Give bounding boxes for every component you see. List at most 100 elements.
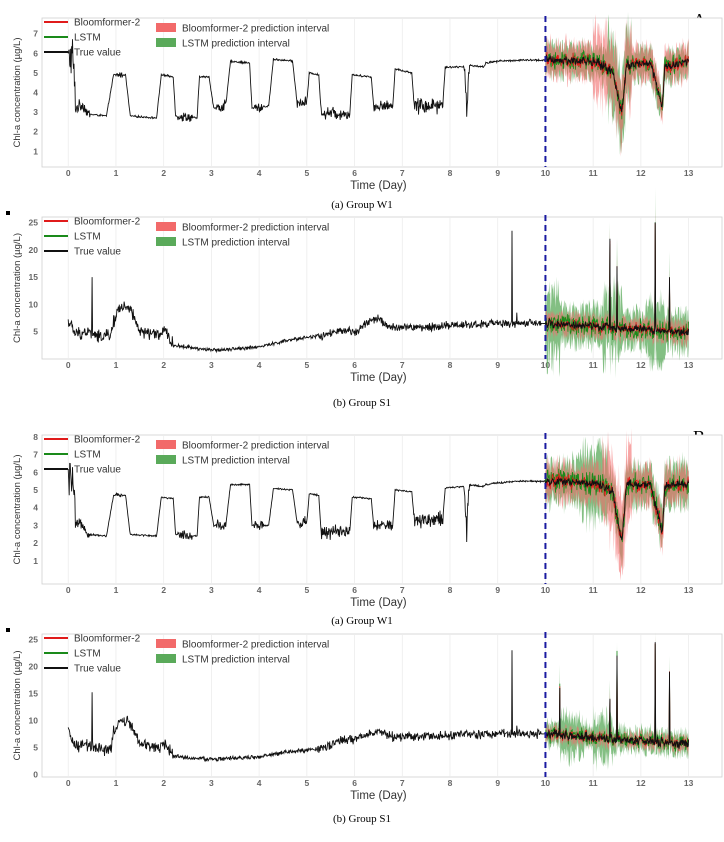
legend-swatch-band xyxy=(156,23,176,32)
y-axis-label: Chl-a concentration (µg/L) xyxy=(12,454,23,564)
x-tick-label: 13 xyxy=(684,360,694,370)
x-tick-label: 6 xyxy=(352,360,357,370)
legend-label: LSTM xyxy=(74,232,101,243)
legend-label: True value xyxy=(74,247,121,258)
x-tick-label: 2 xyxy=(161,778,166,788)
legend-swatch-band xyxy=(156,222,176,231)
y-tick-label: 2 xyxy=(33,127,38,137)
x-tick-label: 1 xyxy=(114,778,119,788)
legend-label: Bloomformer-2 xyxy=(74,217,141,228)
legend-label: Bloomformer-2 prediction interval xyxy=(182,223,329,234)
x-tick-label: 3 xyxy=(209,585,214,595)
x-tick-label: 8 xyxy=(448,585,453,595)
legend-label: LSTM prediction interval xyxy=(182,39,290,50)
chart-caption: (b) Group S1 xyxy=(333,813,391,825)
legend-label: Bloomformer-2 prediction interval xyxy=(182,640,329,651)
x-axis-label: Time (Day) xyxy=(350,372,407,384)
legend-label: LSTM prediction interval xyxy=(182,238,290,249)
y-tick-label: 15 xyxy=(29,272,39,282)
x-tick-label: 10 xyxy=(541,168,551,178)
x-tick-label: 7 xyxy=(400,360,405,370)
true-value-series-line xyxy=(67,462,690,543)
legend-label: Bloomformer-2 xyxy=(74,634,141,645)
y-tick-label: 7 xyxy=(33,29,38,39)
x-tick-label: 4 xyxy=(257,585,262,595)
x-tick-label: 0 xyxy=(66,360,71,370)
y-tick-label: 2 xyxy=(33,538,38,548)
x-tick-label: 7 xyxy=(400,168,405,178)
y-tick-label: 25 xyxy=(29,217,39,227)
x-tick-label: 12 xyxy=(636,585,646,595)
x-tick-label: 10 xyxy=(541,360,551,370)
legend-label: True value xyxy=(74,664,121,675)
x-tick-label: 6 xyxy=(352,778,357,788)
x-tick-label: 3 xyxy=(209,168,214,178)
x-tick-label: 7 xyxy=(400,585,405,595)
y-tick-label: 1 xyxy=(33,146,38,156)
bullet-mark xyxy=(6,628,10,632)
x-tick-label: 1 xyxy=(114,360,119,370)
x-tick-label: 7 xyxy=(400,778,405,788)
legend-label: Bloomformer-2 xyxy=(74,435,141,446)
y-tick-label: 15 xyxy=(29,688,39,698)
x-tick-label: 4 xyxy=(257,168,262,178)
y-axis-label: Chl-a concentration (µg/L) xyxy=(12,37,23,147)
x-tick-label: 5 xyxy=(304,168,309,178)
x-tick-label: 13 xyxy=(684,778,694,788)
y-tick-label: 5 xyxy=(33,485,38,495)
y-tick-label: 25 xyxy=(29,634,39,644)
x-tick-label: 12 xyxy=(636,360,646,370)
x-tick-label: 6 xyxy=(352,168,357,178)
x-tick-label: 13 xyxy=(684,168,694,178)
chart-caption: (a) Group W1 xyxy=(331,615,393,627)
y-tick-label: 10 xyxy=(29,715,39,725)
x-tick-label: 0 xyxy=(66,778,71,788)
x-tick-label: 10 xyxy=(541,778,551,788)
legend-swatch-band xyxy=(156,237,176,246)
true-value-series-line xyxy=(67,39,690,122)
chart-caption: (b) Group S1 xyxy=(333,397,391,409)
x-tick-label: 12 xyxy=(636,778,646,788)
y-tick-label: 6 xyxy=(33,48,38,58)
x-axis-label: Time (Day) xyxy=(350,597,407,609)
y-tick-label: 5 xyxy=(33,742,38,752)
y-tick-label: 4 xyxy=(33,88,38,98)
x-tick-label: 8 xyxy=(448,360,453,370)
true-value-series-line xyxy=(67,642,690,763)
legend-swatch-band xyxy=(156,654,176,663)
x-tick-label: 10 xyxy=(541,585,551,595)
y-tick-label: 8 xyxy=(33,432,38,442)
y-tick-label: 5 xyxy=(33,68,38,78)
legend-label: LSTM xyxy=(74,33,101,44)
x-tick-label: 9 xyxy=(495,360,500,370)
legend-swatch-band xyxy=(156,455,176,464)
x-tick-label: 11 xyxy=(589,778,598,788)
x-tick-label: 3 xyxy=(209,360,214,370)
x-tick-label: 2 xyxy=(161,585,166,595)
x-tick-label: 8 xyxy=(448,168,453,178)
legend-label: LSTM prediction interval xyxy=(182,456,290,467)
y-tick-label: 1 xyxy=(33,556,38,566)
x-tick-label: 8 xyxy=(448,778,453,788)
legend-label: Bloomformer-2 prediction interval xyxy=(182,441,329,452)
true-value-series-line xyxy=(67,222,690,354)
legend-label: Bloomformer-2 prediction interval xyxy=(182,24,329,35)
legend-swatch-band xyxy=(156,440,176,449)
x-tick-label: 9 xyxy=(495,168,500,178)
x-tick-label: 11 xyxy=(589,360,598,370)
x-tick-label: 0 xyxy=(66,585,71,595)
legend-label: LSTM xyxy=(74,649,101,660)
x-tick-label: 12 xyxy=(636,168,646,178)
bullet-mark xyxy=(6,211,10,215)
y-tick-label: 20 xyxy=(29,245,39,255)
y-tick-label: 5 xyxy=(33,327,38,337)
bloomformer-prediction-interval-band xyxy=(545,428,689,581)
y-axis-label: Chl-a concentration (µg/L) xyxy=(12,650,23,760)
x-tick-label: 5 xyxy=(304,360,309,370)
y-tick-label: 6 xyxy=(33,467,38,477)
y-tick-label: 3 xyxy=(33,107,38,117)
